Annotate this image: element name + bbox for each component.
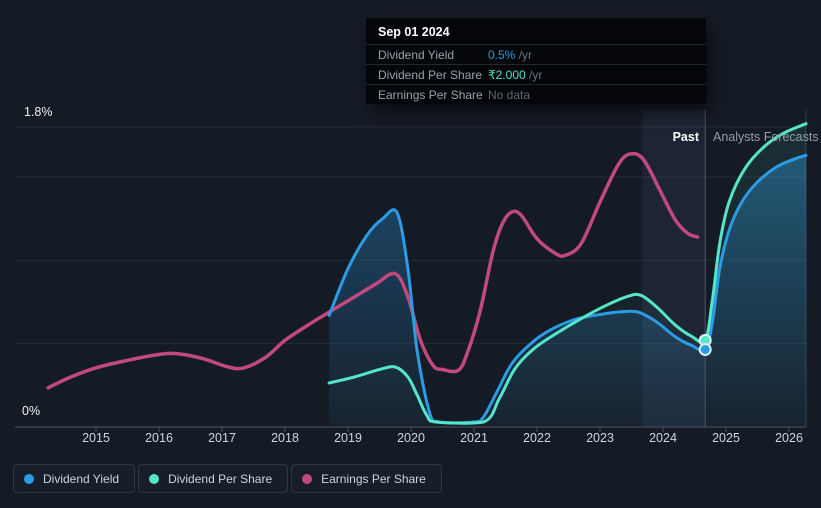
legend-label: Dividend Yield — [43, 471, 120, 486]
hover-tooltip: Sep 01 2024 Dividend Yield 0.5% /yr Divide… — [366, 18, 706, 104]
tooltip-row-value: ₹2.000 — [488, 67, 526, 82]
past-label: Past — [672, 130, 699, 144]
x-axis-label-2018: 2018 — [271, 431, 299, 445]
x-axis-label-2025: 2025 — [712, 431, 740, 445]
legend-item-earnings-per-share[interactable]: Earnings Per Share — [291, 464, 442, 493]
x-axis-label-2023: 2023 — [586, 431, 614, 445]
legend-item-dividend-yield[interactable]: Dividend Yield — [13, 464, 136, 493]
x-axis-label-2020: 2020 — [397, 431, 425, 445]
tooltip-row-unit: /yr — [515, 47, 533, 62]
tooltip-row-label: Dividend Yield — [378, 47, 455, 62]
tooltip-row-unit: /yr — [525, 67, 543, 82]
series-line-dividend-per-share — [327, 122, 808, 425]
analysts-forecast-label: Analysts Forecasts — [713, 130, 819, 144]
y-axis-zero-label: 0% — [22, 404, 41, 418]
x-axis-label-2015: 2015 — [82, 431, 110, 445]
tooltip-date: Sep 01 2024 — [378, 25, 450, 39]
tooltip-row-label: Dividend Per Share — [378, 67, 483, 82]
tooltip-rows: Dividend Yield 0.5% /yr Dividend Per Share… — [366, 44, 706, 104]
legend-dot — [149, 473, 160, 484]
y-axis-top-label: 1.8% — [24, 105, 53, 119]
past-year-highlight-band — [642, 110, 706, 427]
x-axis-label-2021: 2021 — [460, 431, 488, 445]
x-axis-label-2017: 2017 — [208, 431, 236, 445]
tooltip-row-dividend-per-share: Dividend Per Share ₹2.000 /yr — [366, 64, 706, 84]
chart-legend: Dividend Yield Dividend Per Share Earnings… — [13, 464, 442, 493]
tooltip-row-dividend-yield: Dividend Yield 0.5% /yr — [366, 44, 706, 64]
tooltip-row-label: Earnings Per Share — [378, 87, 483, 102]
area-fill — [329, 123, 806, 427]
legend-item-dividend-per-share[interactable]: Dividend Per Share — [138, 464, 289, 493]
series-line-earnings-per-share — [46, 151, 700, 390]
legend-dot — [24, 473, 34, 484]
legend-label: Dividend Per Share — [168, 471, 273, 486]
x-axis-label-2026: 2026 — [775, 431, 803, 445]
series-line-dividend-yield — [327, 153, 808, 425]
x-axis-label-2022: 2022 — [523, 431, 551, 445]
legend-label: Earnings Per Share — [321, 471, 426, 486]
tooltip-row-earnings-per-share: Earnings Per Share No data — [366, 84, 706, 104]
x-axis-label-2019: 2019 — [334, 431, 362, 445]
tooltip-row-value: 0.5% — [488, 47, 516, 62]
x-axis-label-2016: 2016 — [145, 431, 173, 445]
hover-marker-dividend-yield[interactable] — [698, 343, 712, 356]
tooltip-row-value: No data — [488, 87, 531, 102]
legend-dot — [302, 473, 313, 484]
x-axis-label-2024: 2024 — [649, 431, 677, 445]
